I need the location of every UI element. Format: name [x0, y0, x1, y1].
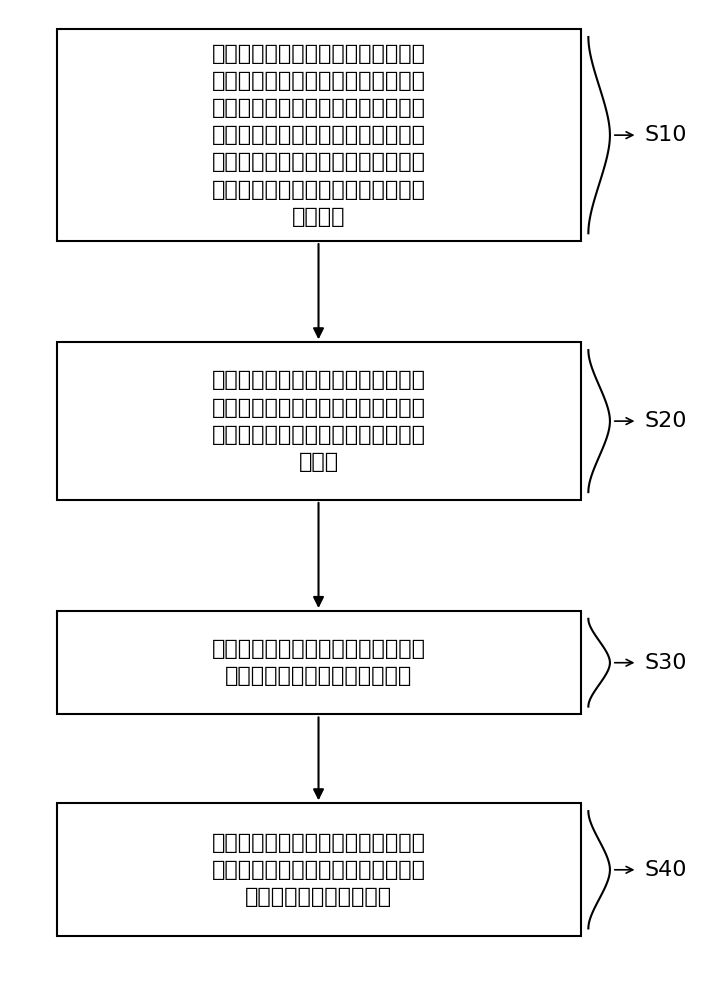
Bar [56, 29, 580, 241]
Text: 根据所述当前牛只信息以及所述预设
参数，确定预设预测时长后第一牛群
结构，所述第一牛群结构包括牛的年
龄分布: 根据所述当前牛只信息以及所述预设 参数，确定预设预测时长后第一牛群 结构，所述第… [212, 370, 425, 472]
Text: 获取目标预测时长，并确定所述预设
预测时长是否达到目标预测时长: 获取目标预测时长，并确定所述预设 预测时长是否达到目标预测时长 [212, 639, 425, 686]
Text: S20: S20 [644, 411, 687, 431]
Text: S10: S10 [644, 125, 687, 145]
Bar [56, 803, 580, 936]
Text: S30: S30 [644, 653, 687, 673]
Text: S40: S40 [644, 860, 687, 880]
Bar [56, 342, 580, 500]
Bar [56, 611, 580, 714]
Text: 获取当前牛群结构，并根据所述当前
牛群结构获取当前牛只信息以及预设
参数，所述当前牛只信息包括产犊牛
数量、干乳牛数量以及泌乳牛数量，
所述预设参数包括年繁殖率: 获取当前牛群结构，并根据所述当前 牛群结构获取当前牛只信息以及预设 参数，所述当… [212, 44, 425, 227]
Text: 在所述预设预测时长达到目标预测时
长，将所述第一牛群结构确定为目标
预测时长对应的牛群结构: 在所述预设预测时长达到目标预测时 长，将所述第一牛群结构确定为目标 预测时长对应… [212, 833, 425, 907]
